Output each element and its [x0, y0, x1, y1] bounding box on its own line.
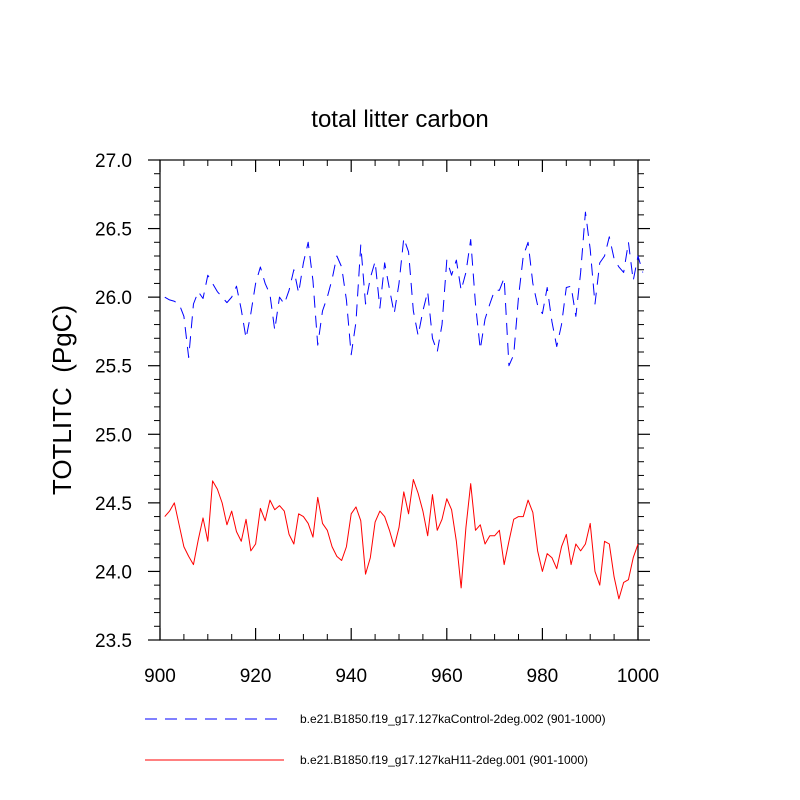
x-tick-label: 1000 — [617, 666, 659, 687]
minor-ticks — [154, 160, 644, 640]
legend-label-h11: b.e21.B1850.f19_g17.127kaH11-2deg.001 (9… — [300, 753, 588, 767]
y-tick-label: 24.5 — [95, 494, 132, 515]
plot-frame — [159, 159, 639, 641]
y-tick-label: 24.0 — [95, 562, 132, 583]
x-tick-label: 980 — [527, 666, 559, 687]
x-tick-label: 900 — [144, 666, 176, 687]
y-tick-label: 26.5 — [95, 220, 132, 241]
x-tick-label: 960 — [431, 666, 463, 687]
legend: b.e21.B1850.f19_g17.127kaControl-2deg.00… — [145, 712, 606, 767]
y-tick-label: 25.5 — [95, 357, 132, 378]
y-tick-label: 23.5 — [95, 631, 132, 652]
x-axis: 900 920 940 960 980 1000 — [144, 160, 659, 687]
plot-area: 900 920 940 960 980 1000 23.5 24.0 24.5 25.0 25.5… — [95, 151, 659, 687]
series-line-h11 — [164, 479, 639, 600]
series-layer — [164, 211, 644, 600]
y-axis: 23.5 24.0 24.5 25.0 25.5 26.0 26.5 27.0 — [95, 151, 650, 652]
y-axis-label: TOTLITC (PgC) — [47, 305, 77, 495]
series-line-control — [164, 211, 644, 367]
y-tick-label: 25.0 — [95, 425, 132, 446]
x-tick-label: 940 — [335, 666, 367, 687]
y-tick-label: 26.0 — [95, 288, 132, 309]
x-tick-label: 920 — [240, 666, 272, 687]
y-tick-label: 27.0 — [95, 151, 132, 172]
legend-label-control: b.e21.B1850.f19_g17.127kaControl-2deg.00… — [300, 712, 606, 726]
chart-title: total litter carbon — [311, 106, 488, 133]
